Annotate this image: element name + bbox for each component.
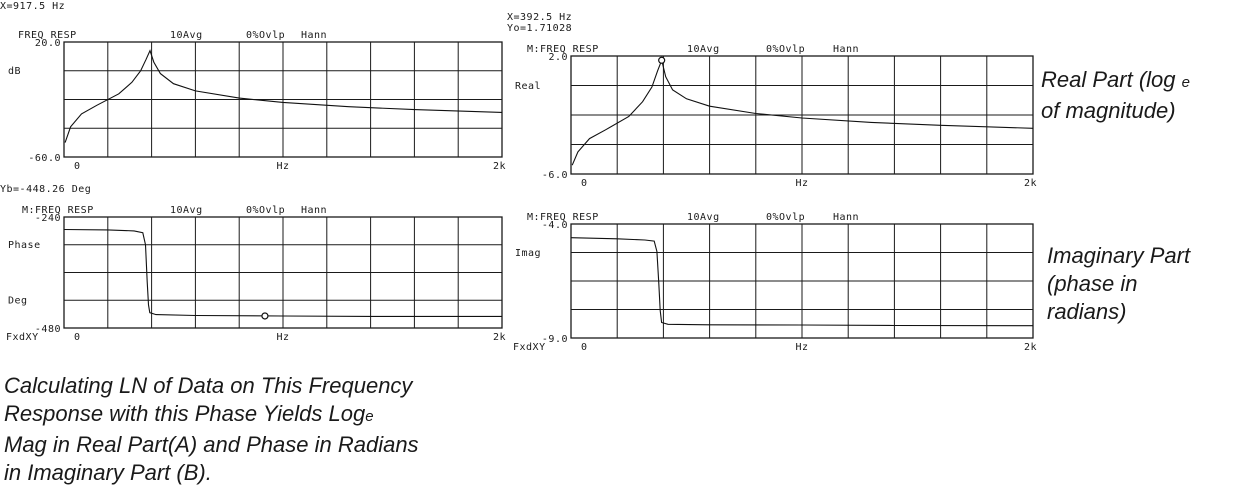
header-avg: 10Avg <box>170 30 203 41</box>
x-left-label: 0 <box>74 332 81 343</box>
cursor-marker <box>261 312 269 320</box>
y-bottom-label: -6.0 <box>542 170 568 181</box>
x-right-label: 2k <box>493 161 506 172</box>
series-trace <box>64 49 503 143</box>
y-axis-label: Real <box>515 81 541 92</box>
plot-b2: M:FREQ RESP 10Avg 0%Ovlp Hann -4.0 -9.0 Imag 0 H… <box>513 212 1037 353</box>
plot-a1: X=917.5 Hz FREQ RESP 10Avg 0%Ovlp Hann 20.0 -6… <box>0 1 506 172</box>
x-axis-label: Hz <box>795 342 808 353</box>
header-window: Hann <box>833 212 859 223</box>
y-axis-label-2: Deg <box>8 296 28 307</box>
header-title: M:FREQ RESP <box>527 44 599 55</box>
header-window: Hann <box>301 205 327 216</box>
plot-frame <box>570 55 1034 175</box>
y-axis-label: Phase <box>8 240 41 251</box>
real-part-annotation: Real Part (log e of magnitude) <box>1041 66 1190 125</box>
header-window: Hann <box>301 30 327 41</box>
caption-line2: Response with this Phase Yields Log <box>4 401 366 426</box>
caption-line4: in Imaginary Part (B). <box>4 460 212 485</box>
readout-line: Yb=-448.26 Deg <box>0 184 91 195</box>
y-top-label: 20.0 <box>35 38 61 49</box>
header-overlap: 0%Ovlp <box>766 44 805 55</box>
real-part-line1: Real Part (log <box>1041 67 1176 92</box>
y-bottom-label: -60.0 <box>28 153 61 164</box>
series-trace <box>571 58 1034 166</box>
y-top-label: -4.0 <box>542 220 568 231</box>
y-top-label: -240 <box>35 213 61 224</box>
header-title: M:FREQ RESP <box>527 212 599 223</box>
readout-line: X=917.5 Hz <box>0 1 65 12</box>
plot-grid <box>64 42 502 157</box>
x-left-label: 0 <box>581 178 588 189</box>
figure-caption: Calculating LN of Data on This Frequency… <box>4 372 524 487</box>
header-title: FREQ RESP <box>18 30 77 41</box>
x-axis-label: Hz <box>795 178 808 189</box>
plot-frame <box>570 223 1034 339</box>
header-avg: 10Avg <box>687 212 720 223</box>
y-axis-label: dB <box>8 66 21 77</box>
x-left-label: 0 <box>581 342 588 353</box>
plot-grid <box>64 217 502 328</box>
y-bottom-label: -480 <box>35 324 61 335</box>
plot-a2: Yb=-448.26 Deg M:FREQ RESP 10Avg 0%Ovlp Hann… <box>0 184 506 343</box>
header-overlap: 0%Ovlp <box>766 212 805 223</box>
imaginary-part-line3: radians) <box>1047 299 1127 324</box>
real-part-subscript: e <box>1181 74 1190 91</box>
header-title: M:FREQ RESP <box>22 205 94 216</box>
x-left-label: 0 <box>74 161 81 172</box>
header-overlap: 0%Ovlp <box>246 30 285 41</box>
caption-line3: Mag in Real Part(A) and Phase in Radians <box>4 432 419 457</box>
y-axis-label: Imag <box>515 248 541 259</box>
y-bottom-label: -9.0 <box>542 334 568 345</box>
series-trace <box>63 228 502 317</box>
imaginary-part-annotation: Imaginary Part (phase in radians) <box>1047 242 1190 326</box>
corner-label: FxdXY <box>6 332 39 343</box>
cursor-marker <box>658 56 666 64</box>
readout-line: X=392.5 Hz <box>507 12 572 23</box>
corner-label: FxdXY <box>513 342 546 353</box>
x-axis-label: Hz <box>276 332 289 343</box>
x-right-label: 2k <box>493 332 506 343</box>
plot-frame <box>63 216 503 329</box>
y-top-label: 2.0 <box>548 52 568 63</box>
imaginary-part-line1: Imaginary Part <box>1047 243 1191 268</box>
header-overlap: 0%Ovlp <box>246 205 285 216</box>
plot-grid <box>571 56 1033 174</box>
header-window: Hann <box>833 44 859 55</box>
readout-line: Yo=1.71028 <box>507 23 572 34</box>
series-trace <box>570 237 1034 327</box>
x-right-label: 2k <box>1024 342 1037 353</box>
x-right-label: 2k <box>1024 178 1037 189</box>
real-part-line2: of magnitude) <box>1041 98 1176 123</box>
caption-line1: Calculating LN of Data on This Frequency <box>4 373 413 398</box>
imaginary-part-line2: (phase in <box>1047 271 1138 296</box>
plot-grid <box>571 224 1033 338</box>
header-avg: 10Avg <box>170 205 203 216</box>
x-axis-label: Hz <box>276 161 289 172</box>
plot-frame <box>63 41 503 158</box>
caption-subscript: e <box>365 408 374 425</box>
header-avg: 10Avg <box>687 44 720 55</box>
